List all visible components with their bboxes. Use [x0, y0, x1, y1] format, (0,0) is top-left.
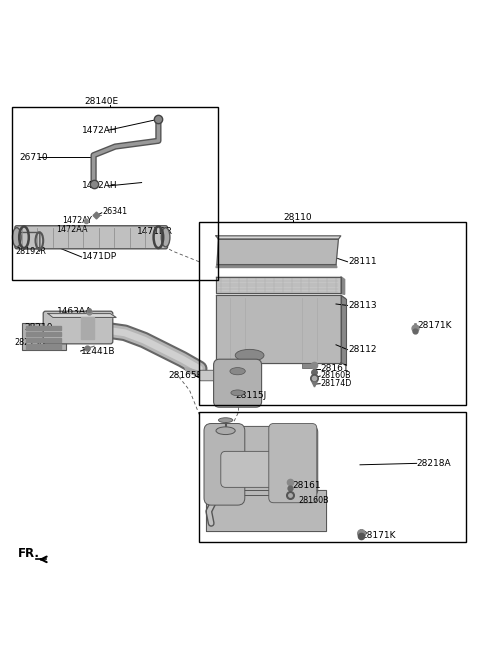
Text: 1472AH: 1472AH — [82, 182, 117, 190]
Polygon shape — [26, 338, 61, 342]
Text: 28112: 28112 — [348, 345, 376, 354]
Text: 1472AA: 1472AA — [57, 224, 88, 234]
Text: 28140E: 28140E — [84, 97, 118, 106]
FancyBboxPatch shape — [269, 424, 317, 502]
Text: 1471DR: 1471DR — [137, 228, 173, 237]
Bar — [199, 412, 466, 542]
Text: 28192R: 28192R — [15, 247, 46, 256]
Text: 1471DP: 1471DP — [82, 253, 117, 262]
FancyBboxPatch shape — [214, 359, 262, 407]
Text: 28210: 28210 — [24, 323, 52, 331]
Text: 28174D: 28174D — [321, 379, 352, 388]
Polygon shape — [216, 295, 341, 363]
Text: 28161: 28161 — [321, 364, 349, 373]
FancyBboxPatch shape — [200, 370, 214, 380]
Text: 28218A: 28218A — [417, 459, 451, 468]
Text: 28111: 28111 — [348, 257, 377, 266]
Polygon shape — [302, 363, 312, 368]
FancyBboxPatch shape — [204, 424, 245, 505]
Bar — [199, 222, 466, 405]
Polygon shape — [185, 367, 204, 377]
Text: 28160B: 28160B — [299, 497, 329, 505]
Polygon shape — [26, 332, 61, 336]
Polygon shape — [81, 318, 94, 338]
Text: 1472AH: 1472AH — [82, 126, 117, 134]
Text: 28113: 28113 — [348, 301, 377, 310]
Ellipse shape — [218, 418, 233, 422]
Polygon shape — [26, 344, 61, 348]
Polygon shape — [216, 236, 341, 239]
Text: 1472AY: 1472AY — [62, 216, 92, 226]
Polygon shape — [216, 295, 346, 298]
Text: 28161: 28161 — [293, 481, 322, 490]
Ellipse shape — [235, 350, 264, 361]
FancyBboxPatch shape — [43, 311, 113, 344]
Polygon shape — [341, 295, 346, 365]
Polygon shape — [26, 325, 61, 330]
Ellipse shape — [216, 427, 235, 434]
Text: 1463AA: 1463AA — [57, 307, 92, 316]
Ellipse shape — [12, 228, 21, 247]
Polygon shape — [22, 323, 66, 350]
FancyBboxPatch shape — [15, 226, 168, 249]
FancyBboxPatch shape — [221, 451, 312, 487]
Bar — [12, 107, 218, 280]
Ellipse shape — [161, 228, 170, 247]
Polygon shape — [341, 277, 345, 295]
Text: FR.: FR. — [18, 547, 40, 560]
Polygon shape — [216, 277, 345, 279]
Text: 28171K: 28171K — [418, 321, 452, 330]
FancyBboxPatch shape — [239, 426, 318, 495]
Text: 28213A: 28213A — [14, 338, 45, 347]
Polygon shape — [217, 239, 338, 264]
Ellipse shape — [230, 367, 245, 375]
Polygon shape — [216, 277, 341, 293]
Polygon shape — [48, 314, 116, 318]
Ellipse shape — [231, 390, 244, 396]
FancyBboxPatch shape — [19, 232, 40, 249]
Polygon shape — [206, 490, 326, 531]
Text: 28115J: 28115J — [235, 391, 266, 400]
Text: 28171K: 28171K — [361, 531, 396, 540]
Text: 12441B: 12441B — [81, 346, 115, 356]
Text: 28110: 28110 — [283, 213, 312, 222]
Text: 28160B: 28160B — [321, 371, 351, 380]
Polygon shape — [216, 264, 337, 268]
Text: 26341: 26341 — [102, 207, 127, 216]
Polygon shape — [216, 363, 226, 368]
Text: 28165E: 28165E — [168, 371, 202, 380]
Text: 26710: 26710 — [19, 153, 48, 161]
